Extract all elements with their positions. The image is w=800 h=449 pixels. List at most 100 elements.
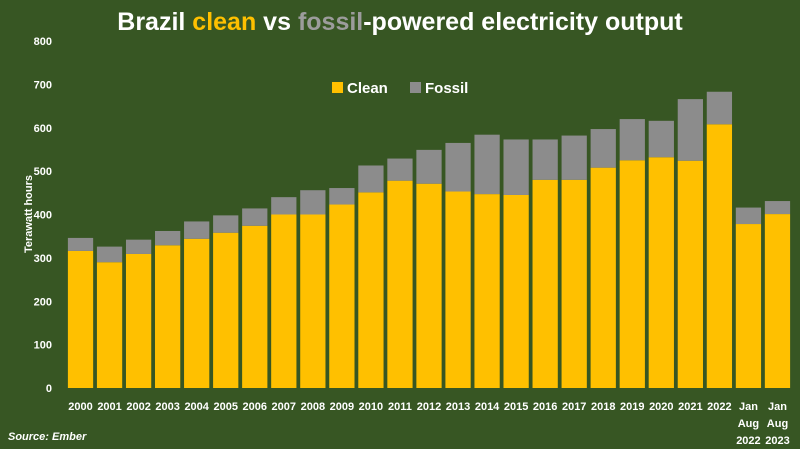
title-part-2: vs	[256, 8, 298, 36]
bar-clean	[648, 157, 674, 388]
title-part-1: clean	[192, 8, 256, 36]
bar-fossil	[416, 149, 442, 184]
bar-clean	[387, 180, 413, 388]
x-tick-label: 2002	[126, 401, 150, 413]
legend: Clean Fossil	[332, 80, 468, 97]
y-tick-label: 500	[34, 166, 52, 178]
bar-fossil	[300, 190, 326, 215]
y-tick-label: 0	[46, 383, 52, 395]
x-tick-label: 2003	[155, 401, 179, 413]
bar-clean	[271, 214, 297, 388]
y-tick-label: 200	[34, 296, 52, 308]
x-tick-label: 2009	[330, 401, 354, 413]
bar-clean	[677, 160, 703, 388]
bar-clean	[242, 225, 268, 388]
bar-clean	[155, 245, 181, 388]
bar-fossil	[96, 246, 123, 263]
x-tick-label: 2000	[68, 401, 92, 413]
bar-clean	[213, 232, 239, 388]
x-tick-label: 2016	[533, 401, 557, 413]
bar-fossil	[358, 165, 384, 193]
bar-clean	[764, 214, 791, 388]
x-axis: 2000 2001 2002 2003 2004 2005 2006 2007 2008 2009…	[68, 401, 789, 447]
x-tick-label: 2012	[417, 401, 441, 413]
legend-label-fossil: Fossil	[425, 80, 468, 97]
legend-label-clean: Clean	[347, 80, 388, 97]
bar-clean	[532, 179, 558, 388]
x-tick-label: 2011	[388, 401, 412, 413]
source-note: Source: Ember	[8, 431, 87, 443]
x-tick-label: 2015	[504, 401, 528, 413]
bar-fossil	[67, 237, 94, 251]
bar-fossil	[503, 139, 529, 195]
bar-clean	[125, 253, 152, 388]
y-tick-label: 600	[34, 123, 52, 135]
bars	[67, 91, 791, 388]
legend-swatch-fossil	[410, 82, 421, 93]
x-tick-label: 2001	[97, 401, 121, 413]
bar-clean	[300, 214, 326, 388]
y-axis: 0 100 200 300 400 500 600 700 800	[34, 36, 52, 395]
x-tick-label: 2019	[620, 401, 644, 413]
x-tick-label: Jan	[739, 401, 758, 413]
y-tick-label: 300	[34, 253, 52, 265]
x-tick-label: 2004	[184, 401, 209, 413]
bar-fossil	[242, 208, 268, 226]
bar-fossil	[532, 139, 558, 180]
bar-fossil	[764, 201, 791, 215]
bar-clean	[67, 250, 94, 388]
bar-fossil	[590, 129, 616, 168]
y-tick-label: 700	[34, 79, 52, 91]
x-tick-label: Aug	[738, 418, 759, 430]
title-part-4: -powered electricity output	[363, 8, 683, 36]
x-tick-label: 2018	[591, 401, 615, 413]
x-tick-label: Aug	[767, 418, 788, 430]
bar-fossil	[619, 119, 645, 161]
bar-fossil	[329, 188, 355, 205]
bar-clean	[184, 238, 210, 388]
bar-fossil	[648, 120, 674, 158]
bar-fossil	[735, 207, 762, 225]
y-tick-label: 400	[34, 210, 52, 222]
bar-clean	[358, 192, 384, 388]
bar-clean	[474, 194, 500, 388]
x-tick-label: 2014	[475, 401, 500, 413]
bar-fossil	[677, 99, 703, 161]
x-tick-label: 2008	[301, 401, 325, 413]
y-tick-label: 800	[34, 36, 52, 48]
bar-fossil	[474, 134, 500, 195]
x-tick-label: 2022	[707, 401, 731, 413]
bar-clean	[416, 183, 442, 388]
bar-clean	[590, 167, 616, 388]
y-tick-label: 100	[34, 340, 52, 352]
x-tick-label: 2021	[678, 401, 702, 413]
x-tick-label: Jan	[768, 401, 787, 413]
bar-clean	[445, 191, 471, 388]
bar-fossil	[125, 239, 152, 254]
bar-fossil	[387, 158, 413, 181]
bar-clean	[329, 204, 355, 388]
x-tick-label: 2010	[359, 401, 383, 413]
y-axis-label: Terawatt hours	[23, 175, 35, 253]
x-tick-label: 2006	[243, 401, 267, 413]
bar-clean	[735, 224, 762, 388]
bar-clean	[96, 262, 123, 388]
x-tick-label: 2020	[649, 401, 673, 413]
x-tick-label: 2017	[562, 401, 586, 413]
chart-title: Brazil clean vs fossil-powered electrici…	[117, 8, 683, 36]
x-tick-label: 2007	[272, 401, 296, 413]
legend-swatch-clean	[332, 82, 343, 93]
bar-fossil	[445, 142, 471, 192]
title-part-3: fossil	[298, 8, 363, 36]
x-tick-label: 2023	[765, 435, 789, 447]
bar-clean	[706, 124, 733, 388]
bar-clean	[561, 179, 587, 388]
bar-fossil	[184, 221, 210, 239]
x-tick-label: 2013	[446, 401, 470, 413]
bar-clean	[619, 160, 645, 388]
bar-fossil	[213, 215, 239, 233]
bar-fossil	[561, 135, 587, 180]
bar-clean	[503, 194, 529, 388]
